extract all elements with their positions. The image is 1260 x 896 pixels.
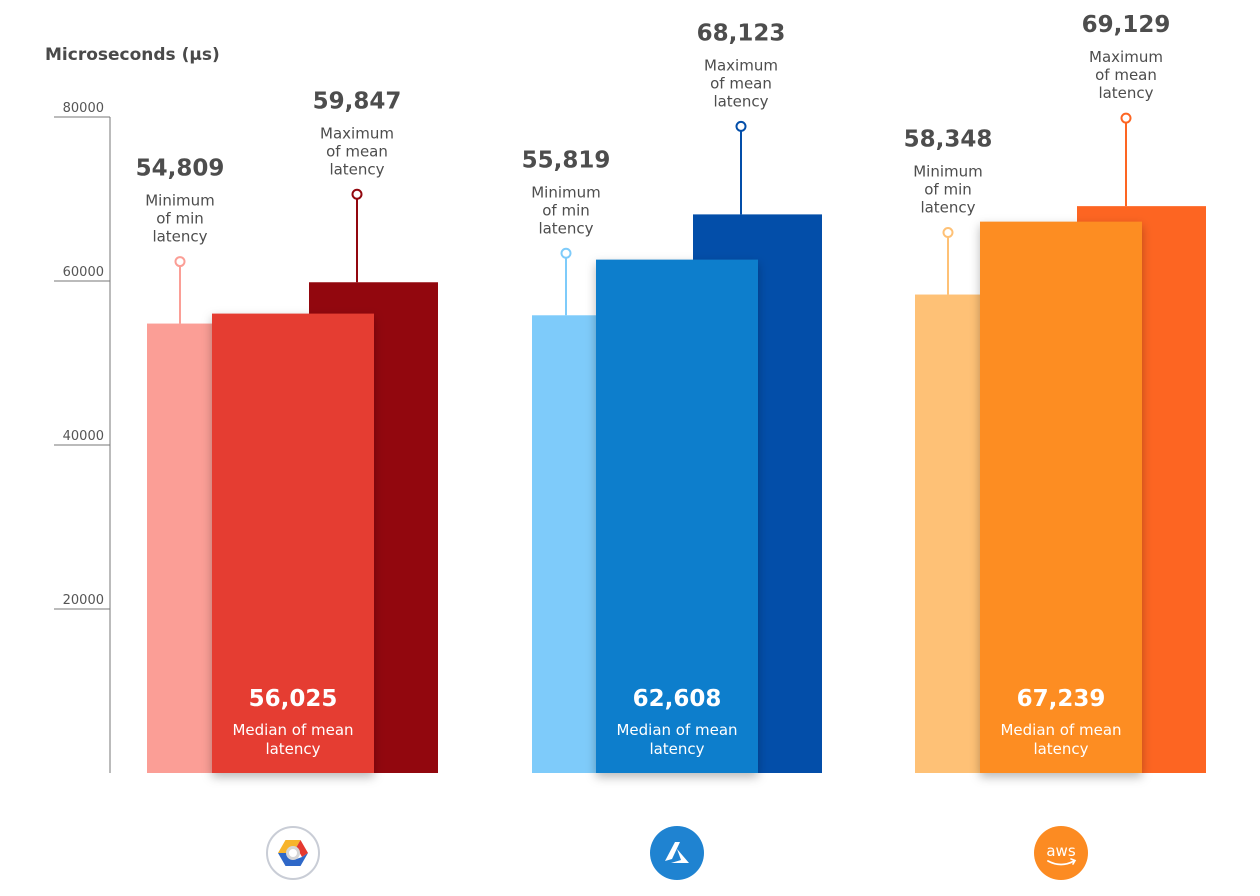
min-desc-line: of min xyxy=(156,210,204,228)
min-desc-line: Minimum xyxy=(531,183,601,201)
max-desc-line: Maximum xyxy=(1089,48,1163,66)
min-desc-line: of min xyxy=(924,181,972,199)
aws-text: aws xyxy=(1046,842,1075,860)
bar-median xyxy=(212,313,374,773)
max-desc-line: latency xyxy=(713,92,768,110)
median-desc-line: latency xyxy=(649,740,704,758)
min-marker xyxy=(560,247,572,259)
min-desc-line: Minimum xyxy=(913,163,983,181)
y-tick-label: 40000 xyxy=(63,429,104,444)
median-value-label: 62,608 xyxy=(633,686,722,712)
y-tick-label: 60000 xyxy=(63,265,104,280)
provider-logos: aws xyxy=(266,826,1088,880)
azure-icon xyxy=(650,826,704,880)
max-marker xyxy=(1120,112,1132,124)
max-marker xyxy=(735,120,747,132)
aws-circle xyxy=(1034,826,1088,880)
y-tick-label: 80000 xyxy=(63,101,104,116)
aws-smile xyxy=(1047,860,1075,866)
max-value-label: 68,123 xyxy=(697,20,786,46)
min-desc-line: latency xyxy=(152,228,207,246)
google-cloud-yellow xyxy=(278,840,301,853)
max-desc-line: Maximum xyxy=(704,56,778,74)
median-desc-line: latency xyxy=(265,740,320,758)
max-marker xyxy=(351,188,363,200)
max-value-label: 69,129 xyxy=(1082,12,1171,38)
min-desc-line: latency xyxy=(538,219,593,237)
y-tick-label: 20000 xyxy=(63,593,104,608)
aws-icon: aws xyxy=(1034,826,1088,880)
max-desc-line: Maximum xyxy=(320,124,394,142)
median-desc-line: Median of mean xyxy=(1000,721,1121,739)
max-desc-line: of mean xyxy=(326,142,388,160)
max-desc-line: of mean xyxy=(1095,66,1157,84)
min-value-label: 58,348 xyxy=(904,127,993,153)
azure-glyph-left xyxy=(665,842,680,861)
median-value-label: 56,025 xyxy=(249,686,338,712)
bar-median xyxy=(596,259,758,774)
azure-glyph-right xyxy=(671,849,689,863)
max-value-label: 59,847 xyxy=(313,88,402,114)
google-cloud-icon xyxy=(266,826,320,880)
median-desc-line: Median of mean xyxy=(616,721,737,739)
bar-min xyxy=(147,323,217,773)
min-desc-line: latency xyxy=(920,199,975,217)
median-desc-line: latency xyxy=(1033,740,1088,758)
min-marker xyxy=(942,227,954,239)
min-value-label: 55,819 xyxy=(522,147,611,173)
google-cloud-center xyxy=(286,846,300,860)
y-axis: 20000 40000 60000 80000 xyxy=(54,101,111,773)
google-cloud-red xyxy=(296,840,308,857)
bar-min xyxy=(915,294,985,773)
min-value-label: 54,809 xyxy=(136,156,225,182)
bar-min xyxy=(532,315,602,773)
bar-median xyxy=(980,221,1142,773)
max-desc-line: of mean xyxy=(710,74,772,92)
median-desc-line: Median of mean xyxy=(232,721,353,739)
min-desc-line: Minimum xyxy=(145,192,215,210)
y-axis-label: Microseconds (µs) xyxy=(45,45,220,65)
max-desc-line: latency xyxy=(329,160,384,178)
min-desc-line: of min xyxy=(542,201,590,219)
median-value-label: 67,239 xyxy=(1017,686,1106,712)
min-marker xyxy=(174,256,186,268)
azure-circle xyxy=(650,826,704,880)
aws-arrow xyxy=(1070,858,1077,865)
max-desc-line: latency xyxy=(1098,84,1153,102)
